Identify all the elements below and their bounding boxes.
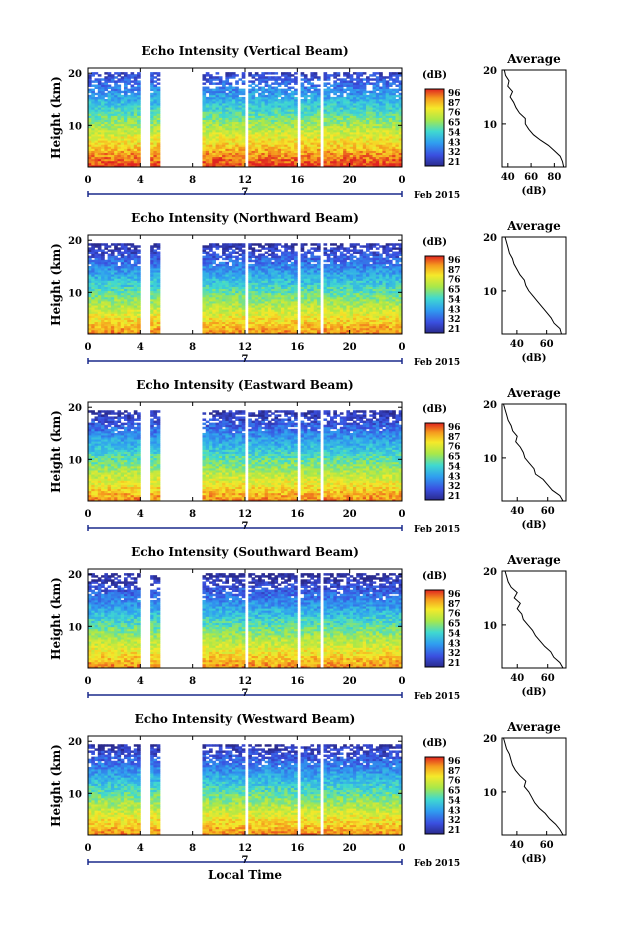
panel-title: Echo Intensity (Vertical Beam) [141, 44, 348, 58]
panel-0: Echo Intensity (Vertical Beam)0 4 8 12 16 20 0… [49, 44, 566, 201]
echo-intensity-figure: Echo Intensity (Vertical Beam)0 4 8 12 16 20 0… [0, 0, 620, 929]
heatmap-cells [88, 72, 402, 167]
